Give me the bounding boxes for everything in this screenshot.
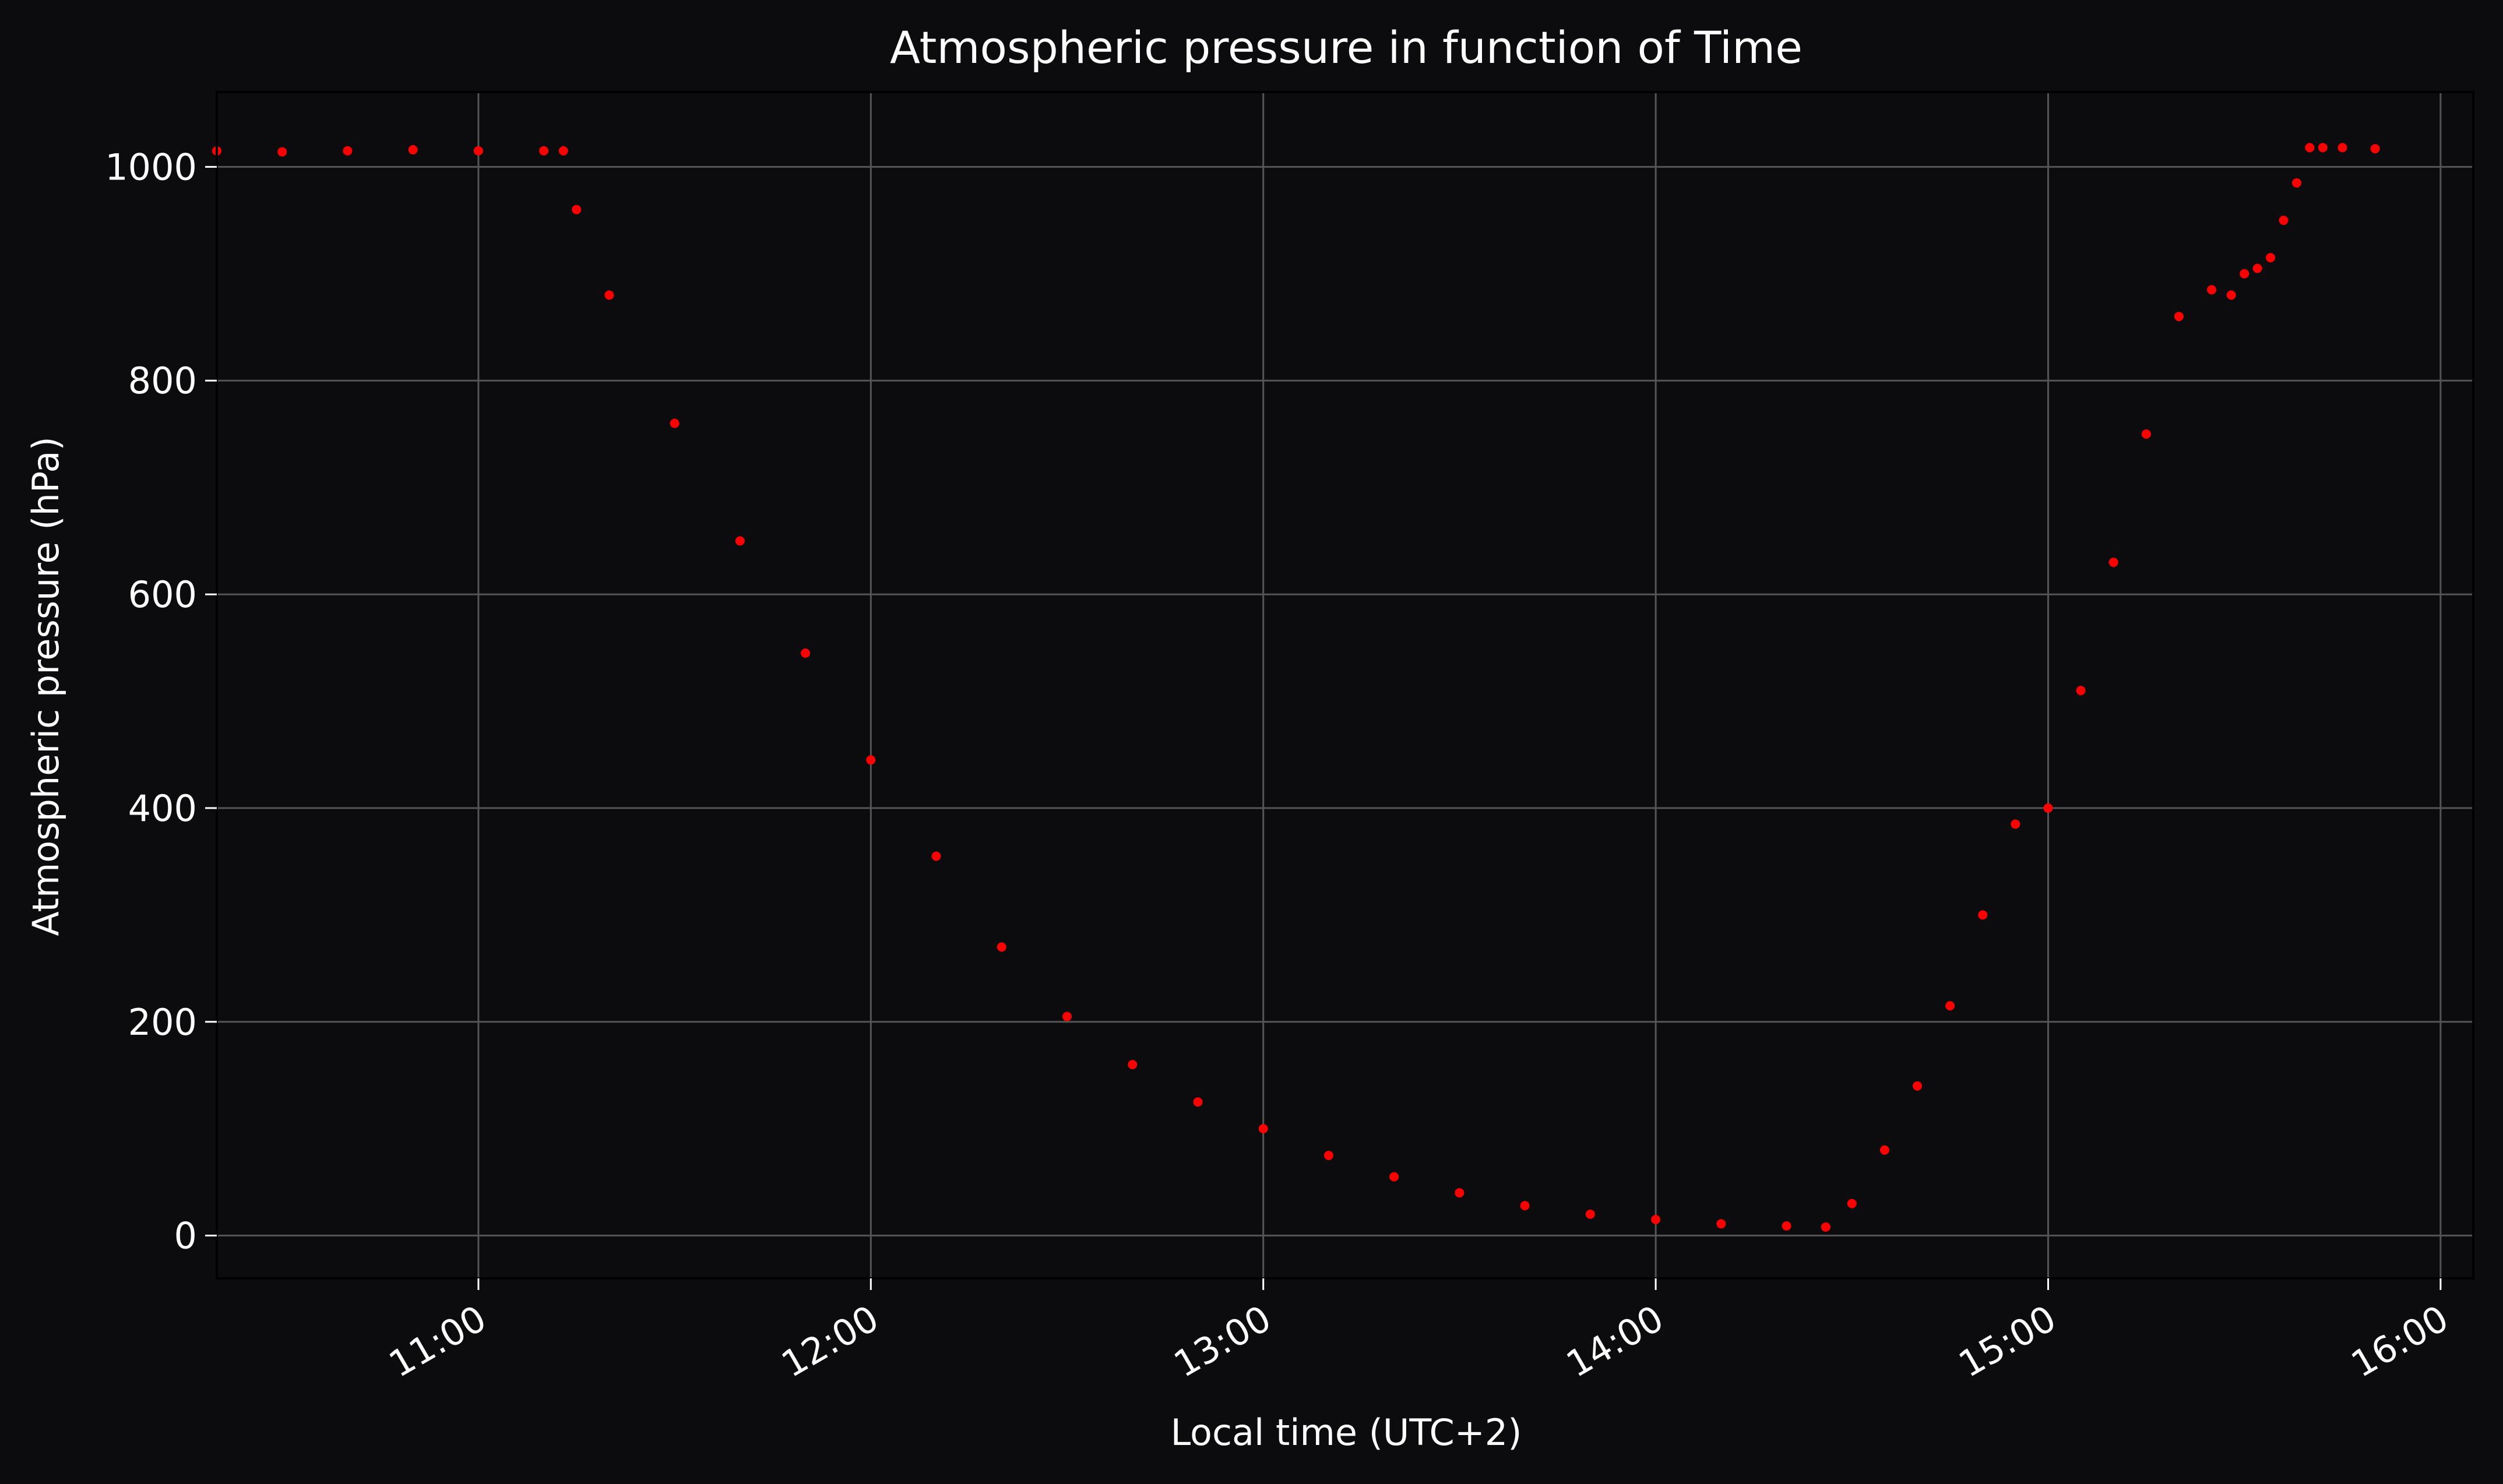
- data-point: [2011, 819, 2020, 829]
- data-point: [670, 418, 680, 428]
- data-point: [1585, 1209, 1595, 1219]
- data-point: [997, 942, 1006, 952]
- data-point: [1978, 910, 1988, 920]
- data-point: [1258, 1124, 1268, 1134]
- data-point: [1193, 1097, 1203, 1107]
- data-point: [1782, 1221, 1791, 1231]
- data-point: [1716, 1219, 1726, 1229]
- data-point: [343, 146, 353, 156]
- data-point: [473, 146, 483, 156]
- data-point: [1520, 1201, 1530, 1211]
- data-point: [277, 147, 287, 157]
- data-point: [2108, 558, 2118, 567]
- data-point: [2305, 143, 2315, 153]
- data-point: [2141, 429, 2151, 439]
- data-point: [2240, 269, 2249, 279]
- data-point: [1651, 1215, 1661, 1225]
- data-point: [1821, 1222, 1830, 1232]
- data-point: [2279, 216, 2289, 225]
- data-point: [2252, 263, 2262, 273]
- data-point: [801, 648, 811, 658]
- data-point: [1847, 1199, 1857, 1208]
- data-point: [1879, 1145, 1889, 1155]
- data-point: [2076, 686, 2086, 696]
- data-point: [1062, 1011, 1072, 1021]
- data-point: [1913, 1081, 1923, 1091]
- data-point: [866, 755, 876, 765]
- y-axis: 0 200 400 600 800 1000: [105, 92, 218, 1278]
- data-point: [735, 536, 745, 546]
- data-point: [2318, 143, 2328, 153]
- data-series: [212, 143, 2380, 1232]
- data-point: [1128, 1060, 1138, 1070]
- data-point: [1389, 1172, 1399, 1182]
- data-point: [572, 205, 582, 214]
- data-point: [1455, 1188, 1465, 1198]
- data-point: [2043, 803, 2053, 813]
- data-point: [539, 146, 549, 156]
- data-point: [2370, 144, 2380, 154]
- grid-lines: [217, 92, 2473, 1278]
- y-axis-label: Atmospheric pressure (hPa): [24, 436, 67, 936]
- y-tick-label: 800: [128, 359, 197, 402]
- data-point: [2226, 290, 2236, 300]
- x-axis-label: Local time (UTC+2): [1171, 1411, 1522, 1454]
- data-point: [1945, 1001, 1955, 1011]
- data-point: [1323, 1151, 1333, 1161]
- data-point: [2266, 253, 2276, 263]
- y-tick-label: 400: [128, 787, 197, 830]
- chart-title: Atmospheric pressure in function of Time: [890, 22, 1803, 73]
- y-tick-label: 600: [128, 573, 197, 616]
- y-tick-label: 200: [128, 1001, 197, 1044]
- data-point: [2291, 178, 2301, 188]
- y-tick-label: 0: [174, 1215, 197, 1257]
- data-point: [604, 290, 614, 300]
- data-point: [2337, 143, 2347, 153]
- y-tick-label: 1000: [105, 146, 197, 188]
- data-point: [2207, 285, 2217, 295]
- data-point: [408, 145, 418, 155]
- data-point: [931, 851, 941, 861]
- data-point: [558, 146, 568, 156]
- data-point: [2174, 312, 2184, 322]
